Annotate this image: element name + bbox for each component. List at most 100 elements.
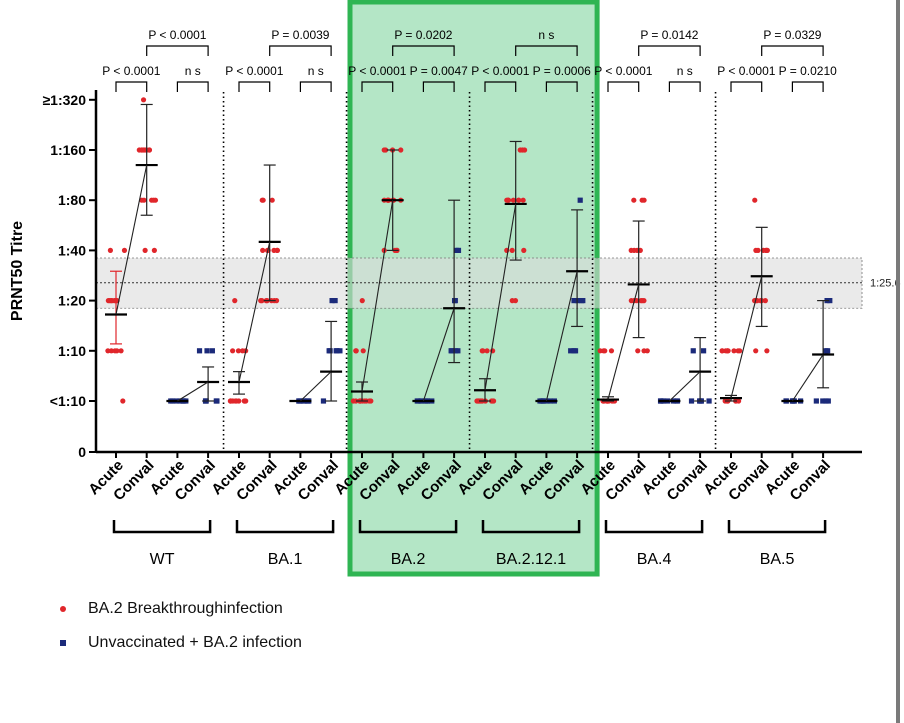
comparison-label: P = 0.0202 (394, 28, 452, 42)
data-point (105, 348, 111, 354)
data-point (608, 348, 615, 354)
data-point (737, 348, 743, 354)
data-point (638, 298, 644, 304)
data-point (509, 247, 515, 253)
variant-bracket (358, 520, 458, 534)
comparison-label: P = 0.0210 (779, 64, 837, 78)
y-tick-label: 1:160 (50, 142, 86, 158)
data-point (120, 398, 126, 404)
comparison-bracket (545, 81, 578, 92)
mean-connector (545, 271, 578, 402)
data-point (333, 348, 339, 354)
data-point (359, 298, 365, 304)
data-point (827, 298, 833, 304)
comparison-label: n s (308, 64, 324, 78)
mean-connector (361, 200, 394, 392)
comparison-bracket (146, 45, 209, 56)
data-point (142, 247, 148, 253)
mean-connector (422, 308, 455, 402)
data-point (332, 298, 338, 304)
data-point (140, 97, 147, 103)
comparison-label: P < 0.0001 (594, 64, 652, 78)
data-point (753, 348, 759, 354)
data-point (823, 398, 829, 404)
comparison-label: P = 0.0006 (533, 64, 591, 78)
data-point (764, 348, 770, 354)
comparison-label: n s (677, 64, 693, 78)
data-point (228, 398, 234, 404)
comparison-label: P = 0.0039 (271, 28, 329, 42)
data-point (509, 298, 515, 304)
data-point (269, 197, 275, 203)
comparison-bracket (761, 45, 824, 56)
data-point (700, 348, 707, 354)
data-point (571, 298, 577, 304)
data-point (578, 298, 585, 304)
comparison-bracket (361, 81, 394, 92)
data-point (813, 398, 819, 404)
data-point (259, 197, 265, 203)
data-point (214, 398, 220, 404)
data-point (360, 348, 366, 354)
data-point (139, 197, 145, 203)
variant-label: BA.4 (637, 551, 672, 568)
comparison-bracket (299, 81, 332, 92)
mean-connector (484, 203, 517, 391)
data-point (121, 247, 128, 253)
data-point (520, 197, 526, 203)
comparison-bracket (607, 81, 640, 92)
comparison-bracket (515, 45, 578, 56)
data-point (259, 298, 265, 304)
data-point (204, 348, 210, 354)
mean-connector (300, 371, 332, 402)
data-point (118, 348, 124, 354)
data-point (455, 247, 462, 253)
data-point (719, 348, 725, 354)
data-point (329, 298, 335, 304)
data-point (639, 197, 645, 203)
data-point (505, 197, 511, 203)
data-point (631, 197, 637, 203)
data-point (723, 348, 729, 354)
y-tick-label: ≥1:320 (43, 92, 87, 108)
y-axis-label: PRNT50 Titre (9, 221, 26, 321)
legend-red-marker (60, 605, 66, 612)
comparison-bracket (668, 81, 701, 92)
data-point (455, 348, 461, 354)
comparison-label: P = 0.0047 (410, 64, 468, 78)
comparison-label: n s (538, 28, 554, 42)
variant-bracket (727, 520, 827, 534)
data-point (196, 348, 203, 354)
legend-navy-marker (60, 639, 66, 646)
data-point (209, 348, 215, 354)
mean-connector (607, 284, 640, 400)
data-point (510, 197, 516, 203)
variant-label: BA.2 (391, 551, 426, 568)
data-point (521, 247, 527, 253)
threshold-label: 1:25.6 (870, 278, 901, 290)
data-point (577, 197, 583, 203)
data-point (151, 197, 157, 203)
mean-connector (730, 276, 763, 399)
comparison-label: P < 0.0001 (148, 28, 206, 42)
data-point (230, 348, 236, 354)
y-tick-label: 1:80 (58, 192, 86, 208)
data-point (242, 398, 248, 404)
data-point (337, 348, 343, 354)
comparison-bracket (176, 81, 209, 92)
mean-connector (177, 381, 209, 402)
data-point (753, 247, 759, 253)
data-point (644, 348, 650, 354)
data-point (522, 147, 528, 153)
right-edge-bar (896, 0, 900, 723)
variant-bracket (112, 520, 212, 534)
variant-bracket (604, 520, 704, 534)
comparison-bracket (484, 81, 517, 92)
mean-connector (238, 241, 271, 383)
y-tick-label: <1:10 (50, 393, 86, 409)
data-point (736, 398, 742, 404)
data-point (260, 247, 266, 253)
comparison-label: P = 0.0329 (763, 28, 821, 42)
data-point (398, 147, 404, 153)
comparison-label: P < 0.0001 (348, 64, 406, 78)
